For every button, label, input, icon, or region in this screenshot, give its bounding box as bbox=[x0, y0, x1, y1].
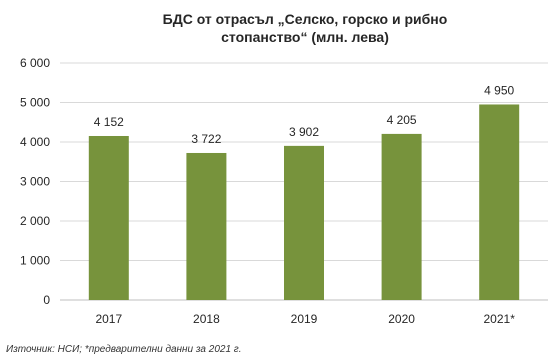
data-label-2017: 4 152 bbox=[94, 115, 124, 129]
x-axis: 2017 2018 2019 2020 2021* bbox=[95, 312, 515, 326]
chart-title-line-2: стопанство“ (млн. лева) bbox=[221, 29, 389, 45]
y-tick-label: 6 000 bbox=[20, 56, 50, 70]
bar-2020 bbox=[381, 133, 422, 300]
data-label-2018: 3 722 bbox=[191, 132, 221, 146]
chart-title: БДС от отрасъл „Селско, горско и рибно с… bbox=[60, 10, 550, 46]
x-tick-label-2020: 2020 bbox=[388, 312, 415, 326]
chart-container: БДС от отрасъл „Селско, горско и рибно с… bbox=[19, 10, 550, 326]
x-tick-label-2021*: 2021* bbox=[484, 312, 516, 326]
y-axis: 0 1 000 2 000 3 000 4 000 5 000 6 000 bbox=[20, 56, 50, 307]
data-label-2019: 3 902 bbox=[289, 125, 319, 139]
y-tick-label: 4 000 bbox=[20, 135, 50, 149]
y-tick-label: 2 000 bbox=[20, 214, 50, 228]
y-tick-label: 5 000 bbox=[20, 96, 50, 110]
bar-2017 bbox=[88, 135, 129, 300]
bar-chart: 0 1 000 2 000 3 000 4 000 5 000 6 000 4 152 3 7… bbox=[20, 56, 548, 326]
bar-2019 bbox=[284, 145, 324, 300]
bars bbox=[88, 104, 520, 300]
x-tick-label-2017: 2017 bbox=[95, 312, 122, 326]
data-labels: 4 152 3 722 3 902 4 205 4 950 bbox=[94, 83, 515, 146]
y-tick-label: 3 000 bbox=[20, 175, 50, 189]
y-tick-label: 0 bbox=[43, 293, 50, 307]
chart-title-line-1: БДС от отрасъл „Селско, горско и рибно bbox=[162, 11, 448, 27]
y-tick-label: 1 000 bbox=[20, 254, 50, 268]
x-tick-label-2019: 2019 bbox=[291, 312, 318, 326]
x-tick-label-2018: 2018 bbox=[193, 312, 220, 326]
source-note: Източник: НСИ; *предварителни данни за 2… bbox=[6, 344, 242, 355]
data-label-2020: 4 205 bbox=[387, 113, 417, 127]
bar-2018 bbox=[186, 152, 227, 300]
gridlines bbox=[60, 62, 548, 301]
data-label-2021*: 4 950 bbox=[484, 83, 514, 97]
bar-2021* bbox=[479, 104, 520, 300]
